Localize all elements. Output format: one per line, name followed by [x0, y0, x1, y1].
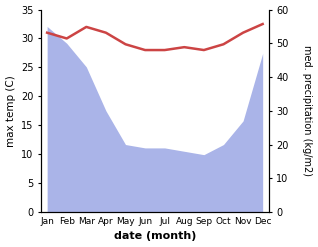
X-axis label: date (month): date (month) [114, 231, 196, 242]
Y-axis label: max temp (C): max temp (C) [5, 75, 16, 147]
Y-axis label: med. precipitation (kg/m2): med. precipitation (kg/m2) [302, 45, 313, 176]
